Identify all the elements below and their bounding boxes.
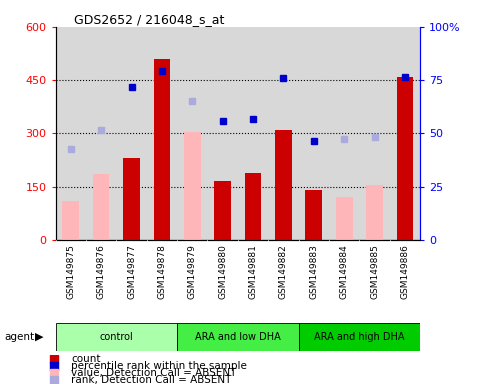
Text: GSM149882: GSM149882 xyxy=(279,244,288,299)
Bar xyxy=(298,323,420,351)
Text: ARA and high DHA: ARA and high DHA xyxy=(314,332,405,342)
Bar xyxy=(177,323,298,351)
Text: GSM149878: GSM149878 xyxy=(157,244,167,299)
Text: GSM149884: GSM149884 xyxy=(340,244,349,299)
Bar xyxy=(336,197,353,240)
Text: GDS2652 / 216048_s_at: GDS2652 / 216048_s_at xyxy=(74,13,224,26)
Text: GSM149875: GSM149875 xyxy=(66,244,75,299)
Text: GSM149886: GSM149886 xyxy=(400,244,410,299)
Text: count: count xyxy=(71,354,100,364)
Bar xyxy=(397,77,413,240)
Text: GSM149877: GSM149877 xyxy=(127,244,136,299)
Text: ▶: ▶ xyxy=(35,332,43,342)
Bar xyxy=(366,185,383,240)
Text: ARA and low DHA: ARA and low DHA xyxy=(195,332,281,342)
Bar xyxy=(305,190,322,240)
Bar xyxy=(245,172,261,240)
Text: GSM149883: GSM149883 xyxy=(309,244,318,299)
Bar xyxy=(154,59,170,240)
Bar xyxy=(62,201,79,240)
Text: rank, Detection Call = ABSENT: rank, Detection Call = ABSENT xyxy=(71,376,231,384)
Bar xyxy=(184,132,200,240)
Bar xyxy=(214,181,231,240)
Bar xyxy=(275,130,292,240)
Text: value, Detection Call = ABSENT: value, Detection Call = ABSENT xyxy=(71,368,237,378)
Text: agent: agent xyxy=(5,332,35,342)
Text: GSM149879: GSM149879 xyxy=(188,244,197,299)
Text: control: control xyxy=(99,332,133,342)
Bar xyxy=(123,158,140,240)
Text: GSM149876: GSM149876 xyxy=(97,244,106,299)
Bar xyxy=(93,174,110,240)
Text: GSM149885: GSM149885 xyxy=(370,244,379,299)
Text: GSM149881: GSM149881 xyxy=(249,244,257,299)
Bar xyxy=(56,323,177,351)
Text: percentile rank within the sample: percentile rank within the sample xyxy=(71,361,247,371)
Text: GSM149880: GSM149880 xyxy=(218,244,227,299)
